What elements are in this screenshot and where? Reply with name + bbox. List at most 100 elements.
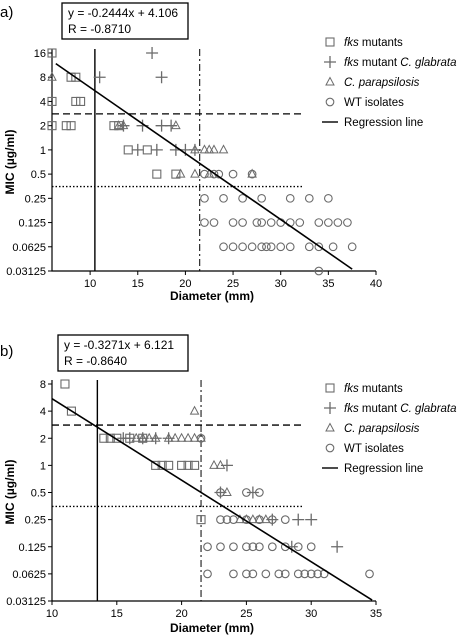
legend-label: fks mutants [344, 383, 403, 395]
data-point-circle [200, 193, 209, 203]
data-point-circle [328, 242, 338, 252]
data-point-circle [314, 218, 324, 227]
data-point-circle [314, 242, 324, 252]
legend-marker-plus [324, 56, 336, 68]
x-tick-label: 20 [179, 278, 191, 290]
y-tick-label: 8 [40, 72, 46, 84]
data-point-circle [200, 169, 209, 179]
legend-label: fks mutant C. glabrata [344, 403, 457, 415]
data-point-triangle [199, 144, 210, 154]
data-point-square [164, 460, 174, 470]
panel-letter: b) [0, 343, 13, 360]
data-point-triangle [47, 71, 57, 81]
data-point-plus [146, 47, 159, 59]
data-point-triangle [144, 432, 155, 442]
y-tick-label: 0.125 [18, 542, 46, 554]
data-point-triangle [215, 459, 226, 469]
data-point-circle [219, 242, 228, 252]
data-point-plus [150, 143, 163, 156]
data-point-circle [238, 242, 247, 252]
y-tick-label: 4 [40, 96, 46, 108]
data-point-triangle [175, 168, 186, 178]
legend-label: fks mutant C. glabrata [344, 57, 457, 69]
data-point-circle [285, 193, 295, 203]
data-point-square [183, 460, 193, 470]
data-point-square [190, 460, 200, 470]
x-axis-title: Diameter (mm) [170, 289, 254, 303]
data-point-triangle [209, 459, 219, 469]
legend-marker-plus [324, 402, 336, 414]
data-point-circle [261, 569, 271, 579]
data-point-circle [257, 218, 266, 227]
data-point-square [60, 379, 70, 389]
legend-marker-square [325, 37, 335, 47]
data-point-circle [228, 169, 238, 179]
data-point-circle [267, 542, 277, 552]
data-point-circle [257, 193, 266, 203]
x-tick-label: 25 [227, 278, 239, 290]
data-point-triangle [218, 144, 229, 154]
data-point-triangle [183, 432, 193, 442]
data-point-circle [252, 218, 262, 227]
x-tick-label: 35 [370, 608, 382, 620]
y-tick-label: 0.25 [25, 515, 46, 527]
correlation-coefficient: R = -0.8640 [64, 354, 127, 368]
data-point-square [151, 460, 161, 470]
data-point-circle [365, 569, 374, 579]
data-point-circle [203, 542, 212, 552]
data-point-square [123, 145, 133, 155]
data-point-plus [93, 71, 106, 84]
panel-letter: a) [0, 4, 13, 21]
legend-label: C. parapsilosis [344, 423, 420, 435]
data-point-triangle [248, 514, 258, 524]
x-tick-label: 10 [84, 278, 96, 290]
data-point-triangle [190, 144, 200, 154]
data-point-triangle [150, 432, 161, 442]
data-point-plus [331, 540, 344, 553]
data-point-circle [229, 569, 238, 579]
x-tick-label: 15 [132, 278, 144, 290]
legend-label: Regression line [344, 463, 423, 475]
data-point-circle [255, 542, 264, 552]
data-point-plus [246, 486, 259, 499]
legend-label: fks mutants [344, 37, 403, 49]
data-point-triangle [204, 144, 215, 154]
data-point-square [47, 121, 57, 131]
correlation-coefficient: R = -0.8710 [68, 22, 131, 36]
data-point-circle [293, 542, 303, 552]
data-point-triangle [247, 168, 257, 178]
data-point-triangle [131, 432, 142, 442]
data-point-circle [304, 193, 314, 203]
regression-equation: y = -0.2444x + 4.106 [68, 6, 178, 20]
regression-line [51, 397, 373, 601]
data-point-circle [280, 515, 290, 524]
data-point-triangle [204, 168, 215, 178]
data-point-square [66, 406, 76, 416]
data-point-square [61, 121, 71, 131]
data-point-circle [242, 542, 251, 552]
data-point-circle [314, 266, 324, 276]
y-axis-title: MIC (µg/ml) [3, 130, 17, 195]
axes [51, 380, 376, 602]
y-tick-label: 0.25 [25, 193, 46, 205]
legend-label: C. parapsilosis [344, 77, 420, 89]
data-point-square [71, 96, 81, 106]
data-point-circle [324, 218, 333, 227]
data-point-triangle [170, 432, 180, 442]
data-point-circle [293, 569, 303, 579]
data-point-triangle [196, 432, 206, 442]
y-tick-label: 0.03125 [6, 596, 46, 608]
panel-b: b) y = -0.3271x + 6.121 R = -0.8640 8 4 2 1 0.5… [0, 334, 457, 635]
data-point-circle [313, 569, 323, 579]
data-point-square [47, 48, 57, 58]
x-tick-label: 10 [46, 608, 58, 620]
equation-box [61, 2, 189, 40]
data-point-circle [304, 242, 314, 252]
data-point-triangle [189, 432, 200, 442]
data-point-square [71, 72, 81, 82]
data-point-plus [292, 513, 305, 526]
data-point-circle [238, 218, 247, 227]
y-tick-label: 0.0625 [12, 242, 46, 254]
data-point-plus [305, 513, 318, 526]
y-tick-label: 1 [40, 145, 46, 157]
